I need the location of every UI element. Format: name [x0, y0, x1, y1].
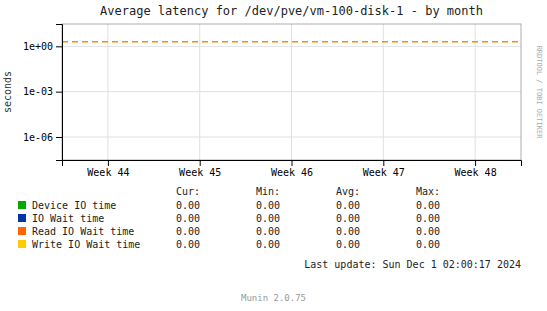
table-value: 0.00 — [176, 200, 200, 211]
table-value: 0.00 — [416, 239, 440, 250]
grid-line — [383, 24, 384, 160]
table-value: 0.00 — [416, 200, 440, 211]
table-header: Cur: — [176, 186, 200, 197]
legend-swatch — [18, 227, 26, 235]
tick-mark — [56, 46, 62, 47]
legend-swatch — [18, 201, 26, 209]
legend: Cur: Min: Avg: Max: Device IO time 0.00 0.00 0.… — [18, 186, 440, 250]
annotation: Last update: Sun Dec 1 02:00:17 2024 — [304, 259, 521, 270]
grid-line — [291, 24, 292, 160]
table-header: Max: — [416, 186, 440, 197]
tick-mark — [56, 137, 62, 138]
table-value: 0.00 — [336, 200, 360, 211]
legend-label: Read IO Wait time — [32, 226, 134, 237]
table-value: 0.00 — [416, 226, 440, 237]
tick-label: Week 48 — [455, 167, 497, 178]
tick: Week 45 — [179, 160, 221, 178]
reference-line — [62, 41, 521, 43]
x-axis: Week 44 Week 45 Week 46 Week 47 Week 48 — [63, 160, 522, 178]
legend-swatch — [18, 240, 26, 248]
table-value: 0.00 — [256, 200, 280, 211]
grid-line — [107, 24, 108, 160]
axis-line — [63, 161, 522, 167]
tick-label: 1e-06 — [23, 132, 53, 143]
watermark: Munin 2.0.75 — [241, 293, 306, 303]
tick-mark — [108, 160, 109, 166]
axis-line — [56, 25, 63, 161]
legend-label: Write IO Wait time — [32, 239, 140, 250]
chart: Average latency for /dev/pve/vm-100-disk… — [0, 0, 547, 311]
legend-label: IO Wait time — [32, 213, 104, 224]
table-value: 0.00 — [336, 239, 360, 250]
legend-swatch — [18, 214, 26, 222]
table-value: 0.00 — [256, 226, 280, 237]
side-label: RRDTOOL / TOBI OETIKER — [535, 46, 543, 140]
tick-mark — [475, 160, 476, 166]
grid-line — [475, 24, 476, 160]
table-value: 0.00 — [176, 239, 200, 250]
tick-label: 1e+00 — [23, 41, 53, 52]
tick: 1e-06 — [23, 132, 62, 143]
legend-label: Device IO time — [32, 200, 116, 211]
tick: Week 47 — [363, 160, 405, 178]
tick: 1e-03 — [23, 86, 62, 97]
tick: Week 48 — [455, 160, 497, 178]
y-axis: 1e-06 1e-03 1e+00 — [23, 25, 63, 161]
table-value: 0.00 — [336, 226, 360, 237]
tick-label: Week 45 — [179, 167, 221, 178]
table-header: Min: — [256, 186, 280, 197]
tick-mark — [292, 160, 293, 166]
tick-label: Week 44 — [87, 167, 129, 178]
tick-mark — [383, 160, 384, 166]
tick-label: Week 46 — [271, 167, 313, 178]
tick-mark — [200, 160, 201, 166]
tick-mark — [56, 92, 62, 93]
table-value: 0.00 — [176, 226, 200, 237]
tick: Week 46 — [271, 160, 313, 178]
plot-area — [62, 41, 521, 42]
table-header: Avg: — [336, 186, 360, 197]
grid-line — [199, 24, 200, 160]
axis-title: seconds — [2, 71, 13, 113]
table-value: 0.00 — [256, 239, 280, 250]
tick-label: 1e-03 — [23, 86, 53, 97]
table-value: 0.00 — [176, 213, 200, 224]
grid — [62, 24, 521, 160]
table-value: 0.00 — [336, 213, 360, 224]
plot-frame — [62, 24, 521, 160]
tick-label: Week 47 — [363, 167, 405, 178]
table-value: 0.00 — [416, 213, 440, 224]
tick: Week 44 — [87, 160, 129, 178]
title: Average latency for /dev/pve/vm-100-disk… — [100, 4, 483, 18]
tick: 1e+00 — [23, 41, 62, 52]
table-value: 0.00 — [256, 213, 280, 224]
